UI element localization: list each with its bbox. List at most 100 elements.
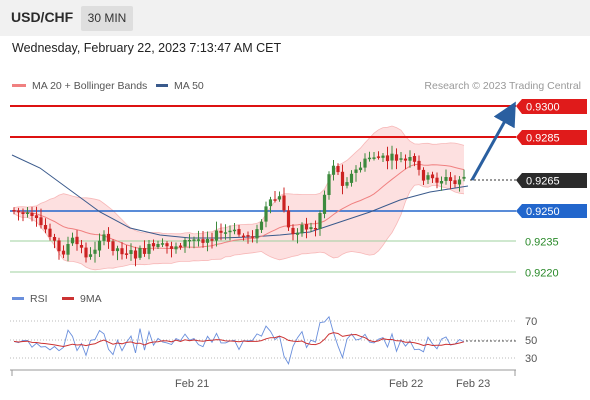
candle-body — [286, 210, 291, 228]
x-label-feb22: Feb 22 — [389, 378, 423, 390]
timeframe-button[interactable]: 30 MIN — [81, 6, 133, 31]
candle-body — [331, 165, 336, 175]
candle-body — [39, 217, 43, 226]
candle-body — [318, 213, 322, 229]
candle-body — [417, 160, 421, 170]
legend-ma50-swatch — [156, 83, 168, 87]
candle-body — [66, 244, 70, 255]
candle-body — [160, 243, 165, 245]
ma50-line — [11, 154, 469, 239]
candle-body — [192, 239, 196, 241]
rsi-axis-70: 70 — [525, 316, 537, 328]
candle-body — [210, 239, 214, 241]
candle-body — [102, 234, 106, 241]
price-tag-0.9265-text: 0.9265 — [526, 176, 560, 188]
candle-body — [457, 179, 462, 185]
candle-body — [178, 245, 183, 248]
price-tag-0.9265-box — [516, 173, 587, 188]
candle-body — [340, 171, 345, 186]
candle-body — [412, 156, 417, 162]
price-label-0.9220: 0.9220 — [525, 268, 559, 280]
candle-body — [354, 169, 358, 173]
legend-rsi: RSI — [12, 293, 48, 305]
candle-body — [48, 228, 52, 237]
x-label-feb21: Feb 21 — [175, 378, 209, 390]
candle-body — [75, 236, 79, 245]
candle-body — [264, 206, 268, 222]
candle-body — [453, 180, 457, 184]
price-tag-0.9285: 0.9285 — [516, 130, 587, 145]
candle-body — [246, 235, 250, 237]
candle-body — [232, 229, 237, 232]
price-tag-0.9250-text: 0.9250 — [526, 206, 560, 218]
candle-body — [385, 155, 390, 162]
candle-body — [462, 176, 466, 179]
candle-body — [165, 243, 169, 247]
price-tag-0.9300: 0.9300 — [516, 99, 587, 114]
candle-body — [111, 241, 115, 251]
candle-body — [25, 212, 30, 214]
rsi-axis-30: 30 — [525, 353, 537, 365]
candle-body — [79, 245, 84, 248]
candle-body — [282, 195, 286, 211]
candle-body — [426, 175, 430, 180]
legend-9ma: 9MA — [62, 293, 102, 305]
legend-rsi-swatch — [12, 296, 24, 300]
candle-body — [52, 237, 57, 241]
chart-datetime: Wednesday, February 22, 2023 7:13:47 AM … — [12, 41, 282, 55]
ma20-line — [13, 163, 465, 250]
candle-body — [214, 230, 219, 241]
legend-rsi-label: RSI — [30, 293, 48, 305]
candle-body — [120, 248, 124, 255]
candle-body — [363, 158, 367, 168]
price-tag-0.9285-box — [516, 130, 587, 145]
candle-body — [93, 249, 97, 254]
candle-body — [304, 224, 309, 230]
candle-body — [124, 253, 129, 255]
candle-body — [61, 250, 66, 255]
candle-body — [439, 181, 444, 184]
price-tag-0.9300-box — [516, 99, 587, 114]
bollinger-upper-line — [13, 125, 465, 235]
candle-body — [169, 246, 174, 249]
candle-body — [259, 221, 264, 230]
candle-body — [322, 194, 327, 214]
candle-body — [219, 230, 223, 233]
candle-body — [394, 154, 399, 161]
candle-body — [435, 177, 439, 183]
x-label-feb23: Feb 23 — [456, 378, 490, 390]
candle-body — [84, 247, 88, 258]
candle-body — [187, 239, 192, 242]
legend-9ma-label: 9MA — [80, 293, 102, 305]
candle-body — [403, 158, 408, 161]
candle-body — [255, 229, 259, 239]
candle-body — [399, 158, 403, 160]
candle-body — [390, 153, 394, 161]
candle-body — [142, 248, 147, 254]
candle-body — [408, 157, 412, 161]
candle-body — [444, 177, 448, 181]
candle-body — [313, 228, 318, 230]
legend-9ma-swatch — [62, 296, 74, 300]
candle-body — [273, 199, 277, 201]
price-tag-0.9285-text: 0.9285 — [526, 133, 560, 145]
candle-body — [367, 157, 372, 160]
candle-body — [300, 224, 304, 234]
candle-body — [106, 233, 111, 242]
candle-body — [174, 246, 178, 250]
legend-ma50: MA 50 — [156, 80, 204, 92]
candle-body — [309, 227, 313, 229]
candle-body — [358, 167, 363, 171]
candle-body — [88, 254, 93, 257]
candle-body — [147, 244, 151, 254]
bollinger-band-area — [14, 126, 464, 270]
legend-ma50-label: MA 50 — [174, 80, 204, 92]
candle-body — [70, 237, 75, 244]
price-tag-0.9300-text: 0.9300 — [526, 102, 560, 114]
copyright-text: Research © 2023 Trading Central — [424, 80, 581, 92]
legend-ma20-label: MA 20 + Bollinger Bands — [32, 80, 148, 92]
candle-body — [327, 174, 331, 195]
candle-body — [34, 215, 39, 218]
